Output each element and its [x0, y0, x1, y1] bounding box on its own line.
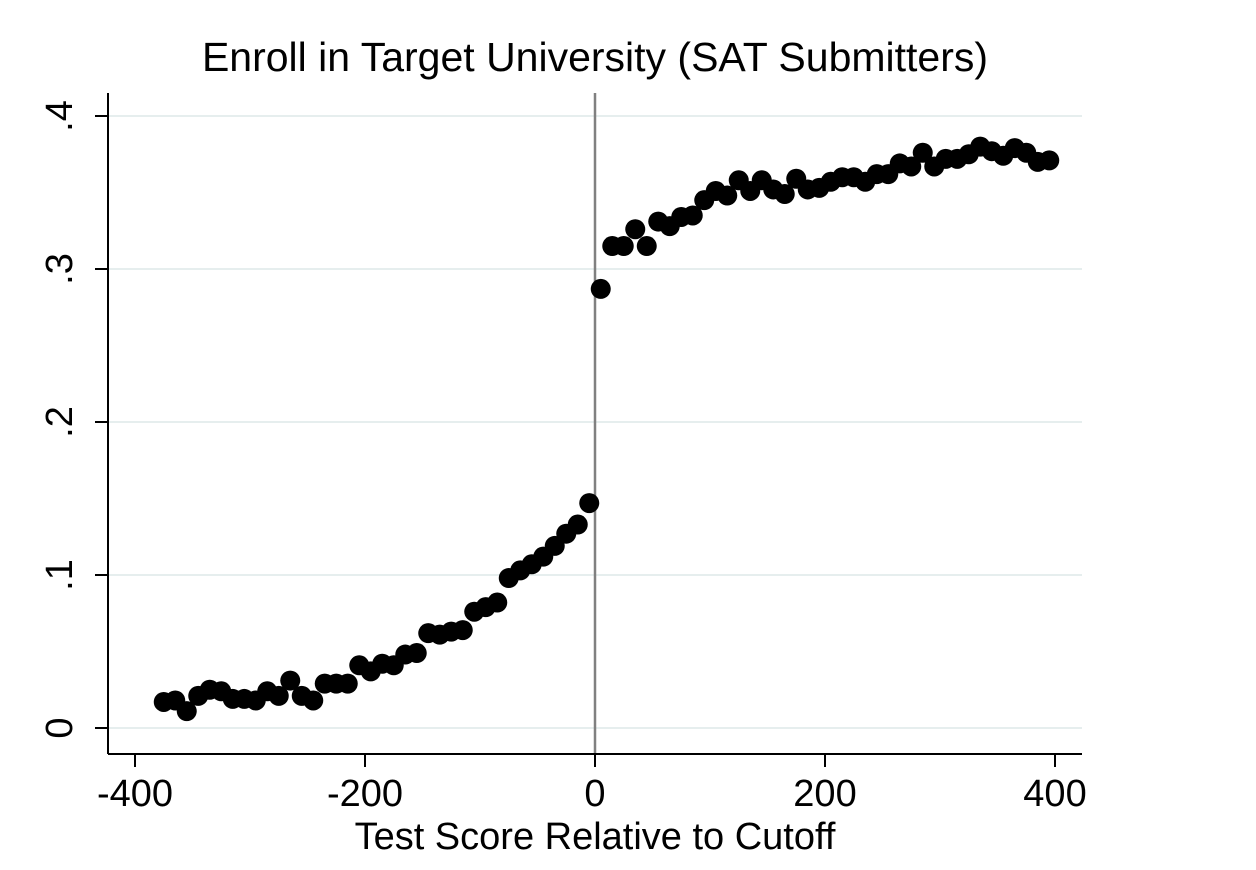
chart-title: Enroll in Target University (SAT Submitt… [202, 34, 988, 80]
y-tick-label-3: .3 [39, 253, 81, 285]
axes [95, 93, 1082, 767]
data-point-41 [625, 219, 646, 240]
data-point-65 [901, 156, 922, 177]
data-point-77 [1039, 150, 1060, 171]
data-point-49 [717, 185, 738, 206]
data-point-46 [682, 205, 703, 226]
data-point-38 [590, 278, 611, 299]
x-axis-label: Test Score Relative to Cutoff [355, 816, 836, 858]
x-tick-label-1: -200 [327, 773, 403, 815]
data-point-36 [567, 514, 588, 535]
x-tick-label-4: 400 [1023, 773, 1086, 815]
data-point-2 [176, 701, 197, 722]
data-point-66 [912, 142, 933, 163]
data-point-22 [406, 643, 427, 664]
data-point-26 [452, 620, 473, 641]
data-point-42 [636, 236, 657, 257]
data-point-13 [303, 690, 324, 711]
tick-labels: 0 .1 .2 .3 .4 -400 -200 0 200 400 [39, 100, 1087, 815]
y-tick-label-4: .4 [39, 100, 81, 132]
x-tick-label-0: -400 [97, 773, 173, 815]
y-tick-label-2: .2 [39, 406, 81, 438]
y-tick-label-0: 0 [39, 717, 81, 738]
x-tick-label-2: 0 [584, 773, 605, 815]
data-points [153, 136, 1060, 722]
data-point-40 [613, 236, 634, 257]
data-point-54 [774, 184, 795, 205]
data-point-29 [487, 592, 508, 613]
x-tick-label-3: 200 [793, 773, 856, 815]
data-point-11 [280, 670, 301, 691]
data-point-16 [337, 673, 358, 694]
data-point-37 [579, 493, 600, 514]
y-tick-label-1: .1 [39, 559, 81, 591]
data-point-10 [268, 685, 289, 706]
